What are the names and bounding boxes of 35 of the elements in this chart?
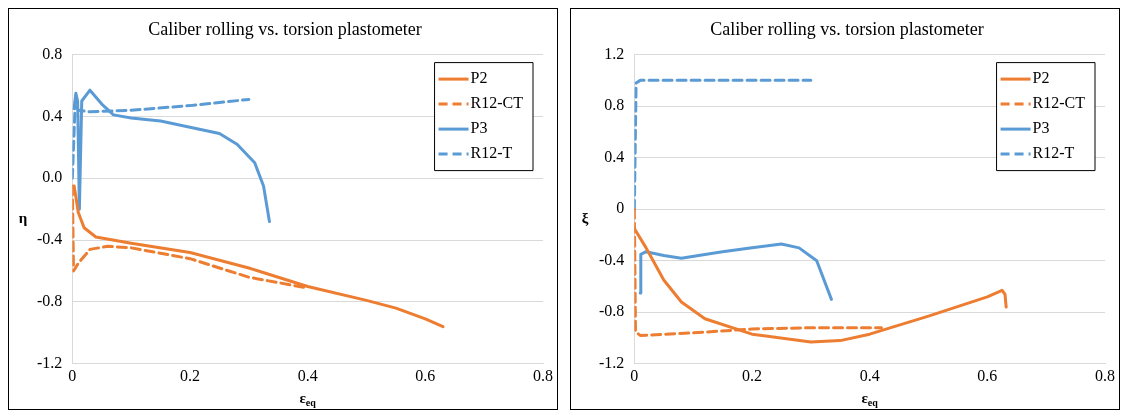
- x-tick-label: 0: [68, 366, 77, 384]
- legend-label: P2: [1032, 69, 1050, 87]
- legend-label: P3: [1032, 119, 1050, 137]
- x-tick-label: 0.4: [297, 366, 318, 384]
- y-tick-label: 1.2: [604, 44, 625, 62]
- legend-label: P2: [470, 69, 488, 87]
- y-tick-label: 0: [616, 199, 625, 217]
- x-tick-label: 0.6: [977, 366, 998, 384]
- y-axis-title: ξ: [581, 210, 589, 227]
- y-tick-label: 0.0: [42, 168, 63, 186]
- y-tick-label: 0.8: [42, 44, 63, 62]
- x-tick-label: 0.2: [180, 366, 200, 384]
- y-tick-label: -1.2: [37, 354, 63, 371]
- chart-title: Caliber rolling vs. torsion plastometer: [148, 18, 422, 39]
- legend-label: R12-T: [1032, 144, 1075, 162]
- y-tick-label: -0.8: [599, 302, 625, 320]
- legend-label: R12-CT: [1032, 94, 1086, 112]
- y-tick-label: 0.8: [604, 96, 625, 114]
- y-axis-title: η: [18, 210, 28, 227]
- legend-label: R12-CT: [470, 94, 524, 112]
- y-tick-label: -0.4: [599, 250, 625, 268]
- x-tick-label: 0.6: [415, 366, 436, 384]
- y-tick-label: -0.8: [37, 292, 63, 310]
- x-tick-label: 0.8: [533, 366, 553, 384]
- y-tick-label: 0.4: [604, 147, 625, 165]
- y-tick-label: -0.4: [37, 230, 63, 248]
- legend-label: P3: [470, 119, 488, 137]
- y-tick-label: 0.4: [42, 106, 63, 124]
- legend-label: R12-T: [470, 144, 513, 162]
- x-tick-label: 0.2: [742, 366, 762, 384]
- y-tick-label: -1.2: [599, 354, 625, 371]
- x-tick-label: 0: [630, 366, 639, 384]
- x-tick-label: 0.8: [1095, 366, 1115, 384]
- x-tick-label: 0.4: [859, 366, 880, 384]
- chart-title: Caliber rolling vs. torsion plastometer: [710, 18, 984, 39]
